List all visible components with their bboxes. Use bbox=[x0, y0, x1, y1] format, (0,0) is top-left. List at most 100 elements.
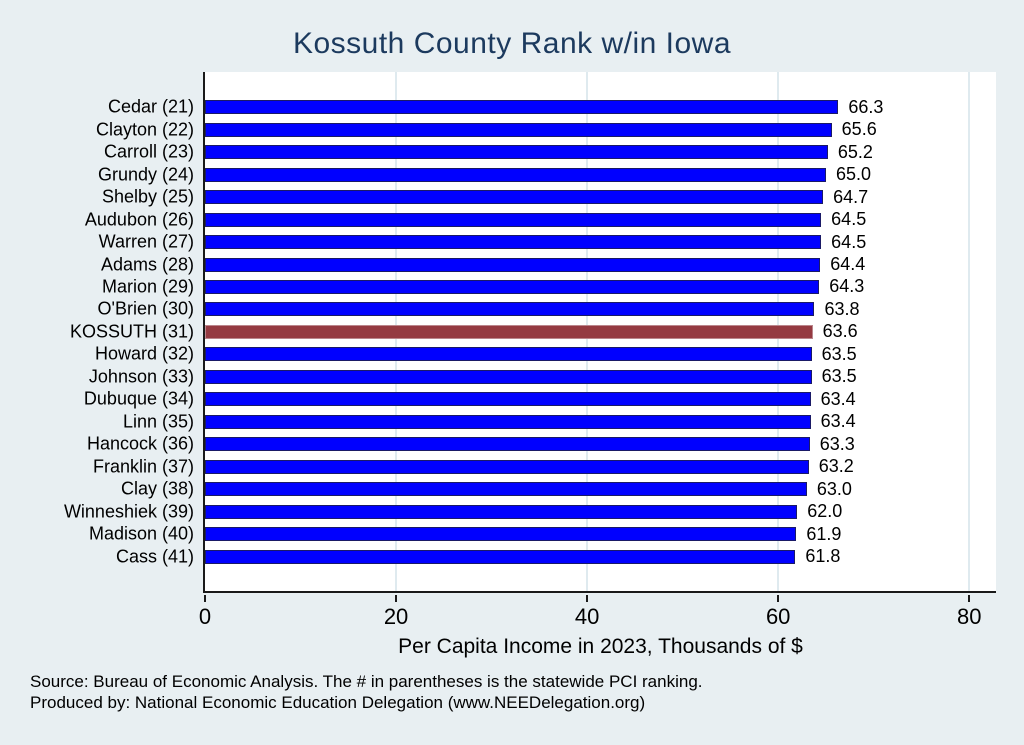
bar bbox=[205, 257, 821, 272]
bar-row: Clayton (22) 65.6 bbox=[96, 118, 996, 140]
bar bbox=[205, 302, 815, 317]
bar-row: Linn (35) 63.4 bbox=[123, 411, 996, 433]
bar-row: Johnson (33) 63.5 bbox=[89, 366, 996, 388]
category-label: Clay (38) bbox=[120, 478, 194, 499]
category-label: Shelby (25) bbox=[101, 186, 194, 207]
x-tick bbox=[395, 595, 398, 602]
value-label: 62.0 bbox=[807, 501, 843, 522]
category-label: Linn (35) bbox=[122, 411, 194, 432]
x-axis-title: Per Capita Income in 2023, Thousands of … bbox=[398, 635, 803, 658]
category-label: Carroll (23) bbox=[103, 141, 194, 162]
bar-row: Madison (40) 61.9 bbox=[89, 523, 996, 545]
bar bbox=[205, 190, 824, 205]
value-label: 63.3 bbox=[819, 433, 855, 454]
plot-area: Cedar (21) 66.3 Clayton (22) 65.6 Carroll (2… bbox=[64, 72, 996, 593]
bar-row: Audubon (26) 64.5 bbox=[85, 208, 996, 230]
bar-row: O'Brien (30) 63.8 bbox=[98, 298, 996, 320]
bar bbox=[205, 459, 809, 474]
chart-title: Kossuth County Rank w/in Iowa bbox=[292, 27, 732, 60]
x-tick-label: 80 bbox=[957, 604, 982, 629]
bar bbox=[205, 279, 820, 294]
bar-kossuth-highlighted bbox=[205, 324, 813, 339]
bar bbox=[205, 145, 828, 160]
value-label: 61.8 bbox=[805, 546, 841, 567]
value-label: 63.8 bbox=[824, 298, 860, 319]
category-label: Clayton (22) bbox=[95, 119, 194, 140]
value-label: 63.2 bbox=[818, 456, 854, 477]
bar-row: Franklin (37) 63.2 bbox=[93, 456, 996, 478]
x-tick-label: 60 bbox=[765, 604, 791, 629]
category-label: Audubon (26) bbox=[84, 209, 194, 230]
bar-row: Adams (28) 64.4 bbox=[101, 253, 996, 275]
bar bbox=[205, 392, 811, 407]
category-label: Hancock (36) bbox=[86, 433, 194, 454]
bar-row: KOSSUTH (31) 63.6 bbox=[70, 321, 996, 343]
bar bbox=[205, 549, 796, 564]
x-tick bbox=[204, 595, 206, 602]
source-note: Source: Bureau of Economic Analysis. The… bbox=[30, 672, 703, 691]
bar-row: Carroll (23) 65.2 bbox=[104, 141, 996, 163]
bar-row: Cass (41) 61.8 bbox=[116, 545, 996, 567]
x-tick-label: 0 bbox=[198, 604, 212, 629]
bar-rows: Cedar (21) 66.3 Clayton (22) 65.6 Carroll (2… bbox=[64, 72, 996, 591]
category-label: KOSSUTH (31) bbox=[69, 321, 194, 342]
category-label: Winneshiek (39) bbox=[63, 501, 194, 522]
value-label: 63.4 bbox=[820, 388, 856, 409]
category-label: Dubuque (34) bbox=[83, 388, 194, 409]
x-tick bbox=[777, 595, 780, 602]
bar bbox=[205, 212, 822, 227]
bar-row: Cedar (21) 66.3 bbox=[108, 96, 996, 118]
category-label: Marion (29) bbox=[101, 276, 194, 297]
bar bbox=[205, 527, 797, 542]
category-label: Madison (40) bbox=[88, 523, 194, 544]
value-label: 65.0 bbox=[835, 164, 871, 185]
value-label: 66.3 bbox=[848, 96, 884, 117]
bar-row: Winneshiek (39) 62.0 bbox=[64, 500, 996, 522]
value-label: 64.5 bbox=[831, 231, 867, 252]
bar-row: Warren (27) 64.5 bbox=[99, 231, 996, 253]
bar bbox=[205, 482, 807, 497]
bar-row: Howard (32) 63.5 bbox=[95, 343, 996, 365]
bar bbox=[205, 504, 798, 519]
value-label: 61.9 bbox=[806, 523, 842, 544]
bar-row: Grundy (24) 65.0 bbox=[98, 163, 996, 185]
bar bbox=[205, 100, 839, 115]
bar-row: Dubuque (34) 63.4 bbox=[84, 388, 996, 410]
value-label: 63.0 bbox=[816, 478, 852, 499]
value-label: 63.6 bbox=[822, 321, 858, 342]
value-label: 65.6 bbox=[841, 119, 877, 140]
x-tick-label: 40 bbox=[574, 604, 600, 629]
bar bbox=[205, 167, 826, 182]
category-label: O'Brien (30) bbox=[97, 298, 194, 319]
produced-note: Produced by: National Economic Education… bbox=[30, 693, 646, 712]
x-tick bbox=[586, 595, 589, 602]
category-label: Adams (28) bbox=[100, 254, 194, 275]
bar bbox=[205, 235, 822, 250]
value-label: 63.5 bbox=[821, 366, 857, 387]
category-label: Cedar (21) bbox=[107, 96, 194, 117]
value-label: 65.2 bbox=[837, 141, 873, 162]
category-label: Franklin (37) bbox=[92, 456, 194, 477]
gridline bbox=[968, 72, 971, 591]
bar bbox=[205, 122, 832, 137]
value-label: 63.4 bbox=[820, 411, 856, 432]
category-label: Johnson (33) bbox=[88, 366, 194, 387]
value-label: 64.4 bbox=[830, 254, 866, 275]
bar-row: Marion (29) 64.3 bbox=[102, 276, 996, 298]
bar bbox=[205, 347, 812, 362]
footer-notes: Source: Bureau of Economic Analysis. The… bbox=[30, 671, 703, 713]
x-tick bbox=[968, 595, 971, 602]
bar-row: Shelby (25) 64.7 bbox=[102, 186, 996, 208]
value-label: 64.3 bbox=[829, 276, 865, 297]
category-label: Warren (27) bbox=[98, 231, 194, 252]
category-label: Cass (41) bbox=[115, 546, 194, 567]
x-tick-label: 20 bbox=[383, 604, 409, 629]
value-label: 64.7 bbox=[833, 186, 869, 207]
bar bbox=[205, 414, 811, 429]
value-label: 63.5 bbox=[821, 343, 857, 364]
bar bbox=[205, 437, 810, 452]
value-label: 64.5 bbox=[831, 209, 867, 230]
bar bbox=[205, 369, 812, 384]
category-label: Grundy (24) bbox=[97, 164, 194, 185]
